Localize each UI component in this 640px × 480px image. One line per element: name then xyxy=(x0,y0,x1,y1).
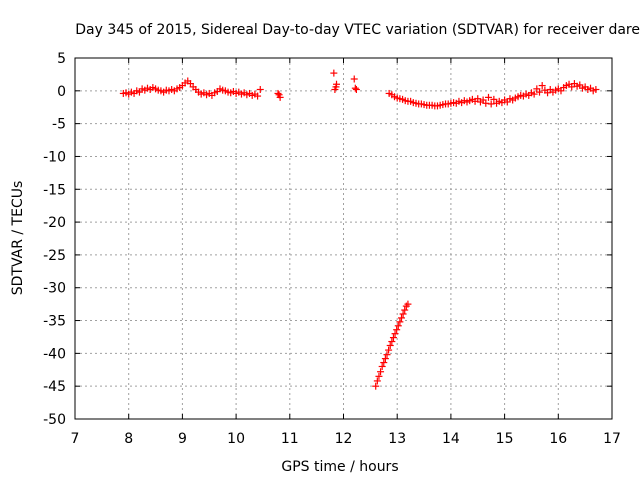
data-point xyxy=(254,92,262,100)
data-point xyxy=(389,334,397,342)
y-tick-label: 0 xyxy=(57,84,66,100)
data-point xyxy=(381,355,389,363)
data-point xyxy=(388,338,396,346)
data-point xyxy=(396,318,404,326)
x-tick-label: 8 xyxy=(124,431,133,447)
y-axis-label: SDTVAR / TECUs xyxy=(10,181,26,296)
data-point xyxy=(401,306,409,314)
data-point xyxy=(399,310,407,318)
x-tick-label: 14 xyxy=(442,431,460,447)
data-point xyxy=(375,372,383,380)
y-tick-label: -45 xyxy=(43,379,66,395)
x-tick-label: 15 xyxy=(496,431,514,447)
x-tick-label: 17 xyxy=(603,431,621,447)
data-point xyxy=(487,100,495,108)
x-axis-label: GPS time / hours xyxy=(281,459,398,475)
data-point xyxy=(386,341,394,349)
x-tick-label: 9 xyxy=(178,431,187,447)
data-point xyxy=(490,95,498,103)
data-point xyxy=(394,322,402,330)
data-point xyxy=(397,314,405,322)
data-point xyxy=(274,89,282,97)
y-tick-label: 5 xyxy=(57,51,66,67)
data-point xyxy=(378,362,386,370)
data-point xyxy=(530,90,538,98)
data-point xyxy=(592,86,600,94)
data-point xyxy=(330,69,338,77)
y-tick-label: -20 xyxy=(43,215,66,231)
x-tick-label: 12 xyxy=(335,431,353,447)
data-point xyxy=(404,300,412,308)
y-tick-label: -40 xyxy=(43,346,66,362)
y-tick-label: -5 xyxy=(52,117,66,133)
y-tick-label: -10 xyxy=(43,149,66,165)
y-tick-label: -25 xyxy=(43,248,66,264)
data-point xyxy=(372,382,380,390)
data-point xyxy=(383,351,391,359)
y-tick-label: -50 xyxy=(43,412,66,428)
data-point xyxy=(536,88,544,96)
data-point xyxy=(391,330,399,338)
data-point xyxy=(351,84,359,92)
y-tick-label: -35 xyxy=(43,314,66,330)
data-point xyxy=(276,93,284,101)
data-point xyxy=(538,82,546,90)
data-point xyxy=(377,368,385,376)
data-point xyxy=(256,86,264,94)
x-tick-label: 16 xyxy=(549,431,567,447)
x-tick-label: 11 xyxy=(281,431,299,447)
x-tick-label: 7 xyxy=(71,431,80,447)
x-tick-label: 13 xyxy=(388,431,406,447)
data-point xyxy=(352,86,360,94)
data-point xyxy=(385,346,393,354)
data-point xyxy=(393,326,401,334)
data-point xyxy=(350,75,358,83)
chart-title: Day 345 of 2015, Sidereal Day-to-day VTE… xyxy=(75,22,640,38)
tick-layer: 7 8 9 10 11 12 13 14 15 16 17 5 0 -5 -10 -15 -20 -25 -30 -3… xyxy=(43,51,621,447)
data-point xyxy=(484,93,492,101)
x-tick-label: 10 xyxy=(227,431,245,447)
data-point xyxy=(380,359,388,367)
data-point xyxy=(373,377,381,385)
y-tick-label: -30 xyxy=(43,281,66,297)
data-point xyxy=(333,80,341,88)
grid-layer xyxy=(75,58,612,419)
data-points xyxy=(119,69,600,390)
data-point xyxy=(482,99,490,107)
y-tick-label: -15 xyxy=(43,182,66,198)
